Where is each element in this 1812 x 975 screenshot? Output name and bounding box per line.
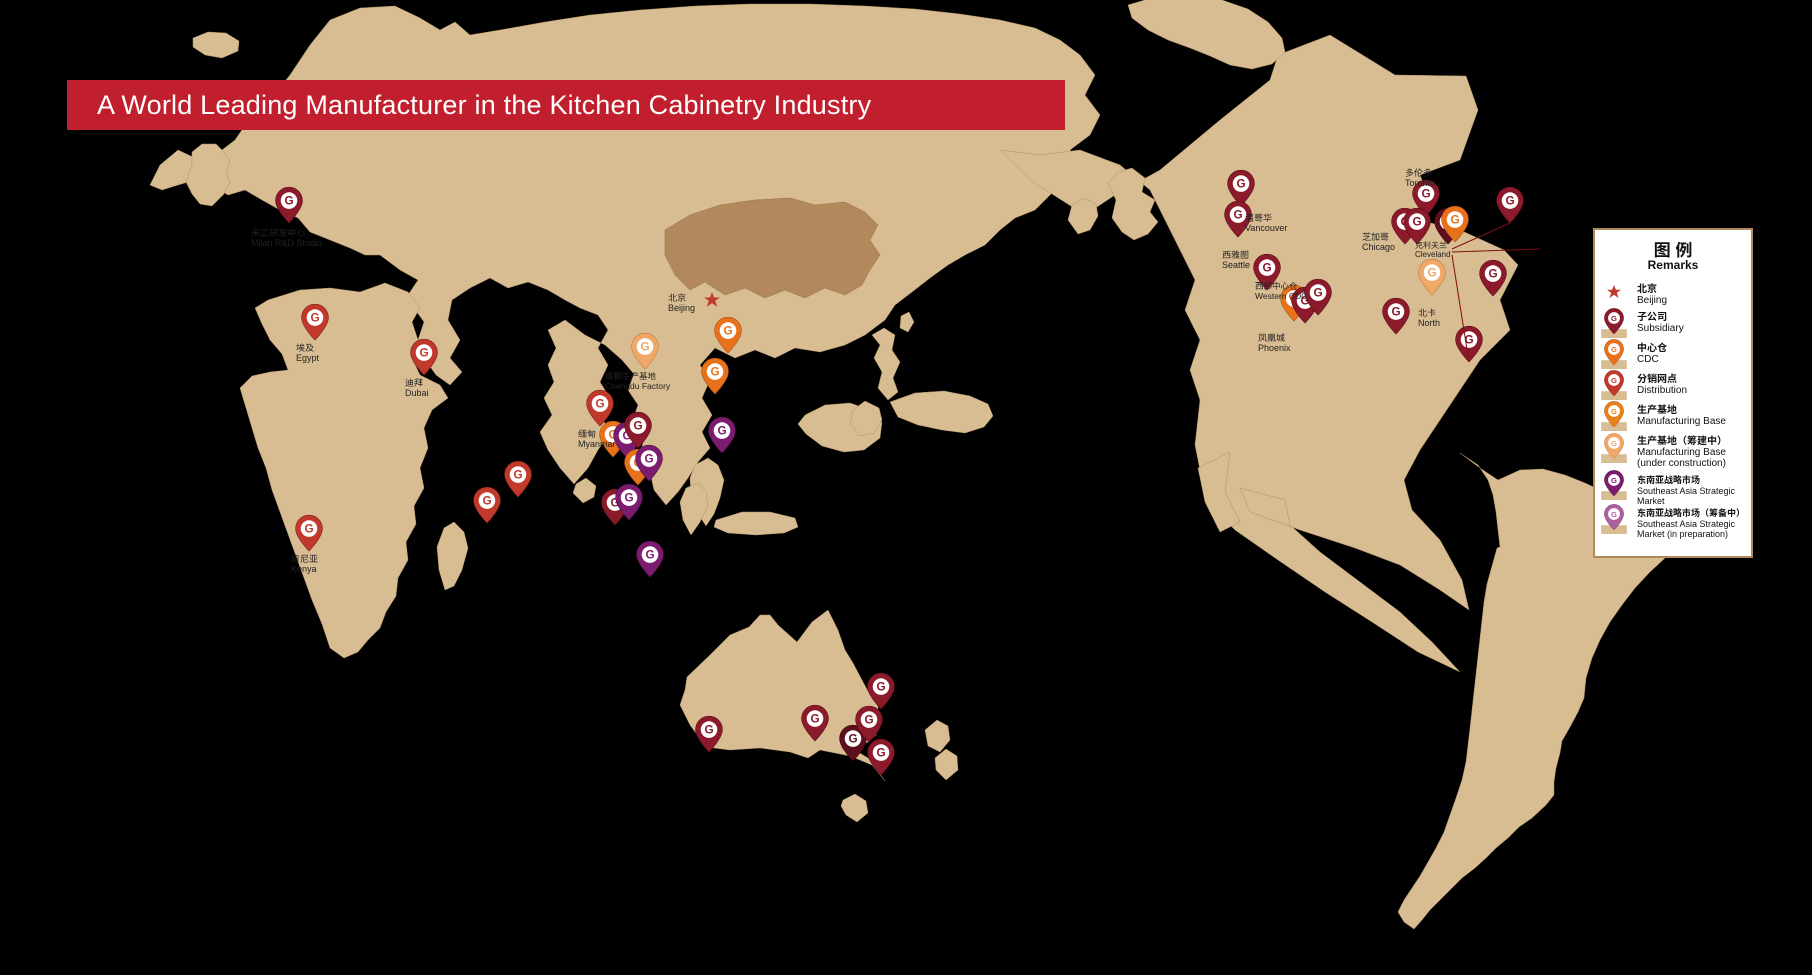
svg-text:G: G [1611, 345, 1617, 354]
svg-text:G: G [1611, 439, 1617, 448]
svg-text:G: G [1611, 476, 1617, 485]
svg-text:G: G [1611, 314, 1617, 323]
svg-text:G: G [1611, 510, 1617, 519]
svg-text:G: G [1611, 407, 1617, 416]
svg-text:G: G [1611, 376, 1617, 385]
